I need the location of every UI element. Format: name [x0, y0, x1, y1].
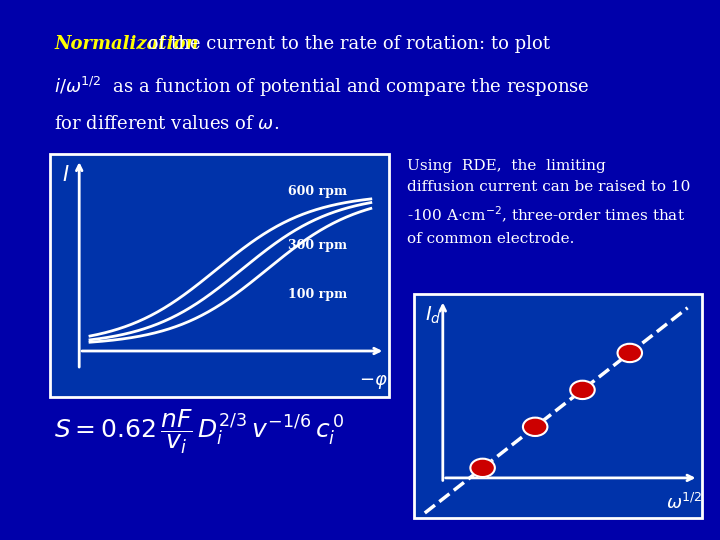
- Text: Using  RDE,  the  limiting
diffusion current can be raised to 10
-100 A$\cdot$cm: Using RDE, the limiting diffusion curren…: [407, 159, 690, 246]
- FancyBboxPatch shape: [414, 294, 702, 518]
- Text: 100 rpm: 100 rpm: [288, 288, 347, 301]
- Text: for different values of $\omega$.: for different values of $\omega$.: [54, 115, 279, 133]
- Text: $S = 0.62\,\dfrac{nF}{v_i}\,D_i^{2/3}\,v^{-1/6}\,c_i^{\,0}$: $S = 0.62\,\dfrac{nF}{v_i}\,D_i^{2/3}\,v…: [54, 408, 345, 456]
- Text: $I_d$: $I_d$: [426, 305, 441, 326]
- Text: $i/\omega^{1/2}$  as a function of potential and compare the response: $i/\omega^{1/2}$ as a function of potent…: [54, 75, 590, 99]
- Text: $\omega^{1/2}$: $\omega^{1/2}$: [666, 493, 702, 514]
- Circle shape: [470, 458, 495, 477]
- FancyBboxPatch shape: [50, 154, 389, 397]
- Text: 600 rpm: 600 rpm: [288, 185, 347, 198]
- Circle shape: [618, 344, 642, 362]
- Text: of the current to the rate of rotation: to plot: of the current to the rate of rotation: …: [142, 35, 550, 53]
- Text: $I$: $I$: [63, 165, 70, 185]
- Text: Normalization: Normalization: [54, 35, 199, 53]
- Circle shape: [523, 417, 547, 436]
- Text: 300 rpm: 300 rpm: [288, 239, 347, 252]
- Text: $-\varphi$: $-\varphi$: [359, 373, 387, 390]
- Circle shape: [570, 381, 595, 399]
